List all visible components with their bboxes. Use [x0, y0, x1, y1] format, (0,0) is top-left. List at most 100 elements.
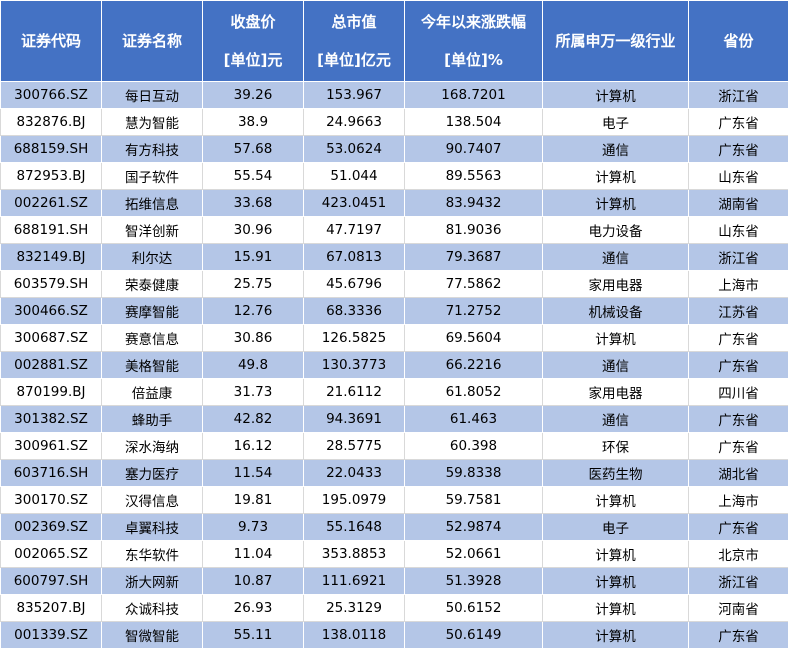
province-cell: 广东省 — [689, 325, 788, 352]
market-cap-cell: 24.9663 — [304, 109, 405, 136]
name-cell: 拓维信息 — [102, 190, 203, 217]
close-price-cell: 55.11 — [203, 622, 304, 649]
province-cell: 浙江省 — [689, 82, 788, 109]
province-cell: 广东省 — [689, 622, 788, 649]
industry-cell: 电力设备 — [543, 217, 689, 244]
ytd-change-cell: 52.0661 — [405, 541, 543, 568]
close-price-cell: 19.81 — [203, 487, 304, 514]
province-cell: 广东省 — [689, 109, 788, 136]
industry-cell: 计算机 — [543, 568, 689, 595]
province-cell: 上海市 — [689, 487, 788, 514]
market-cap-cell: 68.3336 — [304, 298, 405, 325]
industry-cell: 计算机 — [543, 163, 689, 190]
code-cell: 603716.SH — [1, 460, 102, 487]
industry-cell: 电子 — [543, 109, 689, 136]
market-cap-cell: 126.5825 — [304, 325, 405, 352]
code-cell: 870199.BJ — [1, 379, 102, 406]
name-cell: 深水海纳 — [102, 433, 203, 460]
market-cap-cell: 22.0433 — [304, 460, 405, 487]
province-cell: 山东省 — [689, 163, 788, 190]
name-cell: 美格智能 — [102, 352, 203, 379]
ytd-change-cell: 83.9432 — [405, 190, 543, 217]
industry-cell: 通信 — [543, 352, 689, 379]
province-cell: 广东省 — [689, 136, 788, 163]
market-cap-cell: 47.7197 — [304, 217, 405, 244]
ytd-change-cell: 77.5862 — [405, 271, 543, 298]
industry-cell: 计算机 — [543, 82, 689, 109]
name-cell: 汉得信息 — [102, 487, 203, 514]
market-cap-cell: 67.0813 — [304, 244, 405, 271]
close-price-cell: 31.73 — [203, 379, 304, 406]
province-cell: 北京市 — [689, 541, 788, 568]
province-cell: 湖北省 — [689, 460, 788, 487]
name-cell: 东华软件 — [102, 541, 203, 568]
ytd-change-cell: 71.2752 — [405, 298, 543, 325]
province-cell: 浙江省 — [689, 244, 788, 271]
ytd-change-cell: 89.5563 — [405, 163, 543, 190]
header-province[interactable]: 省份 — [689, 1, 788, 82]
ytd-change-cell: 138.504 — [405, 109, 543, 136]
ytd-change-cell: 52.9874 — [405, 514, 543, 541]
code-cell: 688191.SH — [1, 217, 102, 244]
header-market-cap[interactable]: 总市值[单位]亿元 — [304, 1, 405, 82]
ytd-change-cell: 81.9036 — [405, 217, 543, 244]
code-cell: 300687.SZ — [1, 325, 102, 352]
ytd-change-cell: 61.8052 — [405, 379, 543, 406]
code-cell: 002261.SZ — [1, 190, 102, 217]
industry-cell: 医药生物 — [543, 460, 689, 487]
code-cell: 835207.BJ — [1, 595, 102, 622]
header-code[interactable]: 证券代码 — [1, 1, 102, 82]
market-cap-cell: 51.044 — [304, 163, 405, 190]
header-ytd-change[interactable]: 今年以来涨跌幅[单位]% — [405, 1, 543, 82]
market-cap-cell: 45.6796 — [304, 271, 405, 298]
close-price-cell: 42.82 — [203, 406, 304, 433]
province-cell: 广东省 — [689, 433, 788, 460]
name-cell: 众诚科技 — [102, 595, 203, 622]
market-cap-cell: 423.0451 — [304, 190, 405, 217]
name-cell: 倍益康 — [102, 379, 203, 406]
close-price-cell: 33.68 — [203, 190, 304, 217]
name-cell: 智洋创新 — [102, 217, 203, 244]
market-cap-cell: 53.0624 — [304, 136, 405, 163]
header-close-price[interactable]: 收盘价[单位]元 — [203, 1, 304, 82]
close-price-cell: 25.75 — [203, 271, 304, 298]
ytd-change-cell: 66.2216 — [405, 352, 543, 379]
ytd-change-cell: 168.7201 — [405, 82, 543, 109]
close-price-cell: 30.86 — [203, 325, 304, 352]
industry-cell: 计算机 — [543, 487, 689, 514]
header-industry[interactable]: 所属申万一级行业 — [543, 1, 689, 82]
code-cell: 300170.SZ — [1, 487, 102, 514]
header-name[interactable]: 证券名称 — [102, 1, 203, 82]
industry-cell: 家用电器 — [543, 271, 689, 298]
code-cell: 002881.SZ — [1, 352, 102, 379]
close-price-cell: 55.54 — [203, 163, 304, 190]
name-cell: 慧为智能 — [102, 109, 203, 136]
market-cap-cell: 94.3691 — [304, 406, 405, 433]
industry-cell: 电子 — [543, 514, 689, 541]
market-cap-cell: 55.1648 — [304, 514, 405, 541]
industry-cell: 通信 — [543, 406, 689, 433]
close-price-cell: 10.87 — [203, 568, 304, 595]
close-price-cell: 38.9 — [203, 109, 304, 136]
